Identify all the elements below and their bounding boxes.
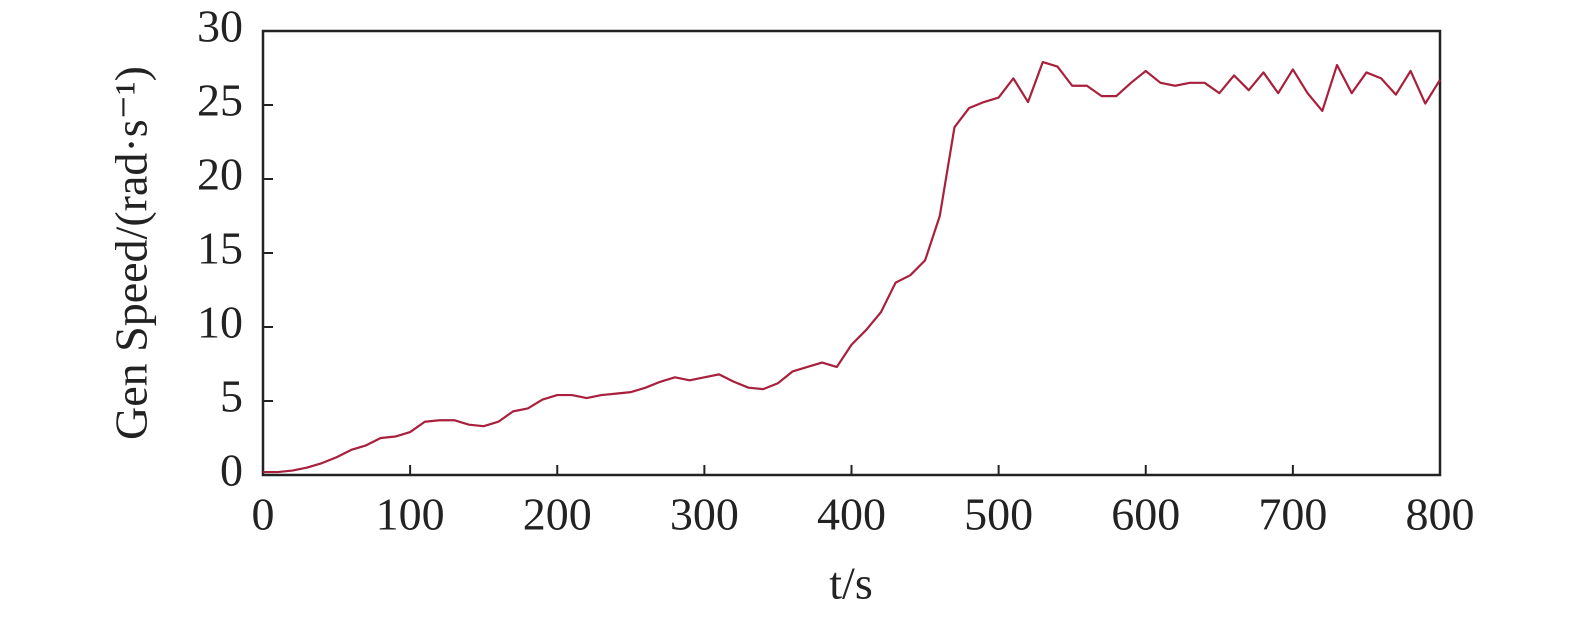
- y-axis-label: Gen Speed/(rad·s⁻¹): [106, 66, 157, 440]
- x-tick-label: 500: [964, 489, 1033, 540]
- y-tick-label: 5: [220, 371, 243, 422]
- x-tick-label: 100: [376, 489, 445, 540]
- plot-frame: [261, 29, 1442, 477]
- y-tick-label: 15: [197, 223, 243, 274]
- data-line: [263, 60, 1441, 474]
- y-tick-label: 25: [197, 75, 243, 126]
- x-tick-label: 400: [817, 489, 886, 540]
- x-tick-label: 600: [1111, 489, 1180, 540]
- x-tick-label: 200: [523, 489, 592, 540]
- x-tick-label: 300: [670, 489, 739, 540]
- x-axis-label: t/s: [829, 558, 872, 609]
- y-tick-label: 20: [197, 149, 243, 200]
- y-tick-label: 30: [197, 1, 243, 52]
- y-tick-label: 10: [197, 297, 243, 348]
- x-tick-label: 0: [252, 489, 275, 540]
- x-tick-label: 800: [1406, 489, 1475, 540]
- x-tick-label: 700: [1258, 489, 1327, 540]
- y-tick-label: 0: [220, 445, 243, 496]
